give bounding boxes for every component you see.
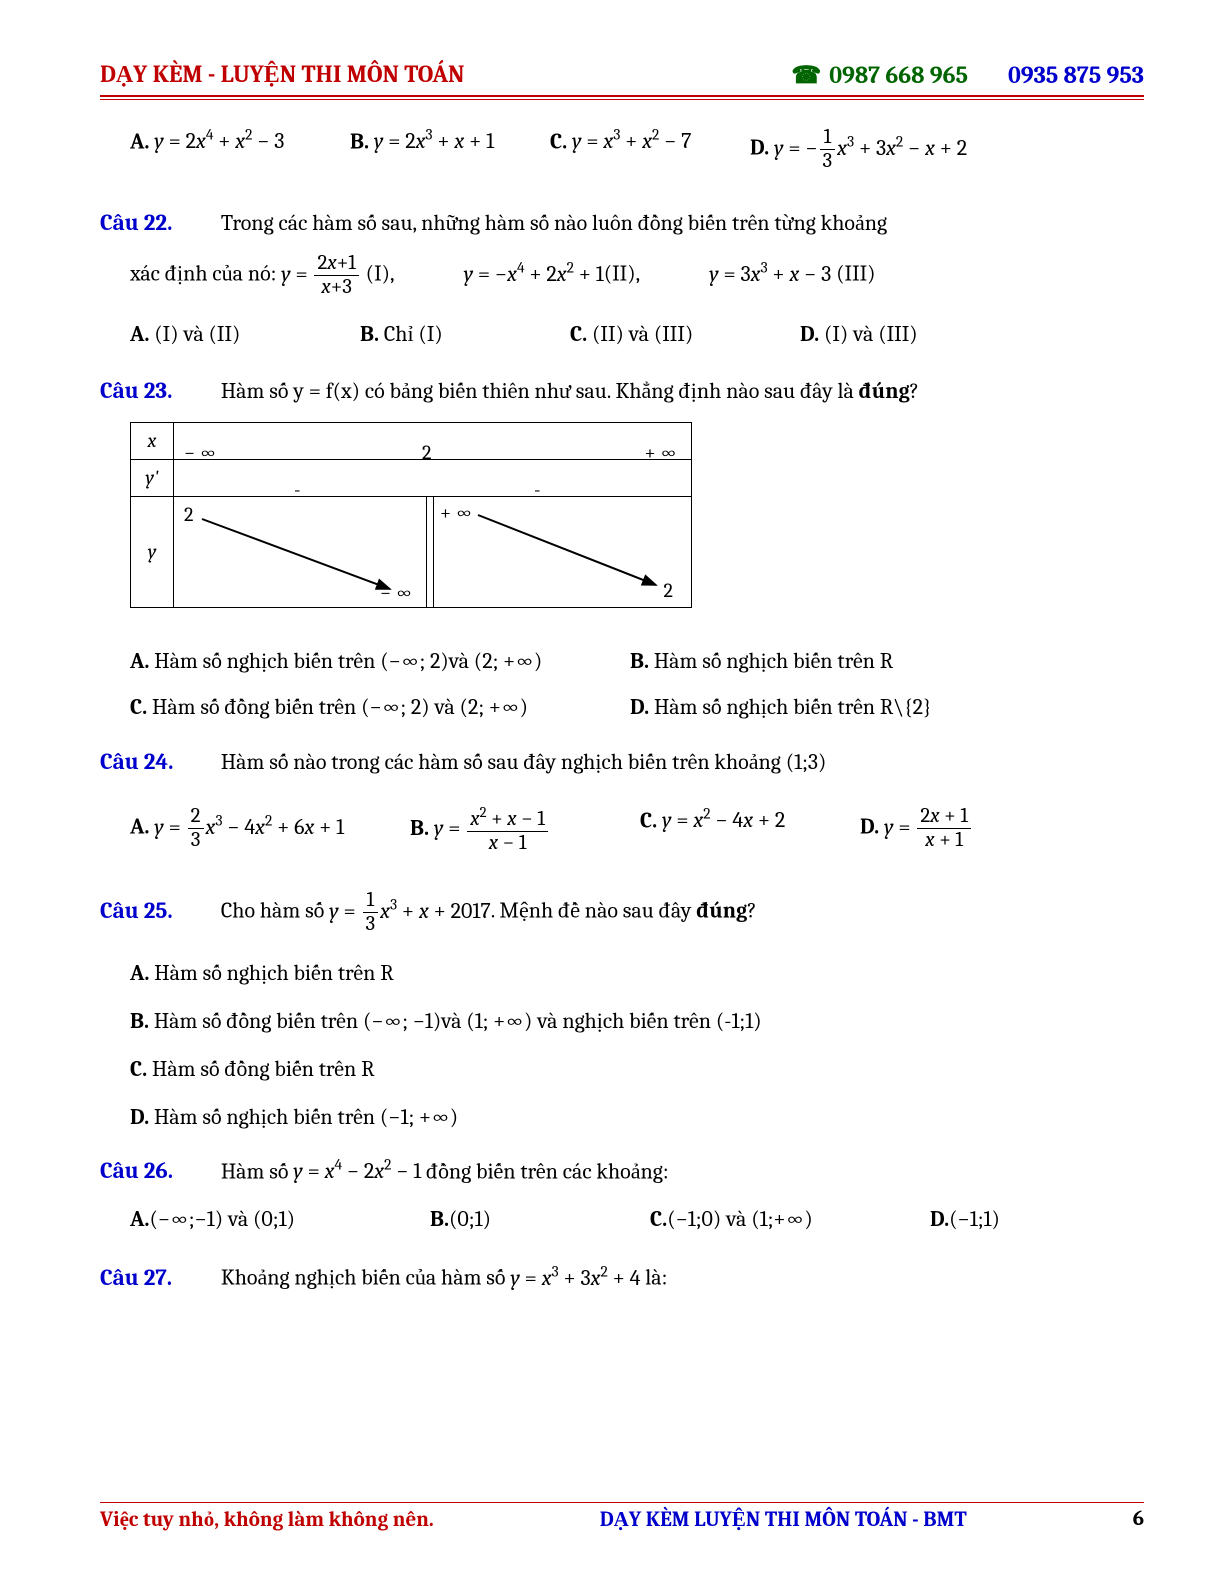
q24-choice-a: A. y = 23x3 − 4x2 + 6x + 1 [130,805,410,855]
question-27: Câu 27. Khoảng nghịch biến của hàm số y … [100,1262,1144,1290]
question-22: Câu 22. Trong các hàm số sau, những hàm … [100,209,1144,236]
q22-choices: A. (I) và (II) B. Chỉ (I) C. (II) và (II… [130,321,1144,347]
q26-choice-c: C.(−1;0) và (1;+∞) [650,1206,930,1232]
page-header: DẠY KÈM - LUYỆN THI MÔN TOÁN ☎ 0987 668 … [100,60,1144,97]
table-two: 2 [422,441,431,464]
q22-choice-a: A. (I) và (II) [130,321,360,347]
phone-icon: ☎ [791,61,821,89]
pre-choice-c: C. y = x3 + x2 − 7 [550,126,750,173]
q25-choice-a: A. Hàm số nghịch biến trên R [130,960,1144,986]
pre-question-choices: A. y = 2x4 + x2 − 3 B. y = 2x3 + x + 1 C… [130,126,1144,173]
header-title: DẠY KÈM - LUYỆN THI MÔN TOÁN [100,60,465,89]
q27-label: Câu 27. [100,1264,216,1291]
q25-label: Câu 25. [100,897,216,924]
table-yprime-header: y' [131,460,174,496]
variation-arrows [174,497,690,607]
q24-choices: A. y = 23x3 − 4x2 + 6x + 1 B. y = x2 + x… [130,805,1144,855]
header-rule [100,99,1144,100]
q24-choice-c: C. y = x2 − 4x + 2 [640,805,860,855]
q23-choices-row2: C. Hàm số đồng biến trên (−∞; 2) và (2; … [130,694,1144,720]
q22-choice-b: B. Chỉ (I) [360,321,570,347]
q26-choice-d: D.(−1;1) [930,1206,1000,1232]
q23-choice-d: D. Hàm số nghịch biến trên R\{2} [630,694,932,720]
footer-left: Việc tuy nhỏ, không làm không nên. [100,1507,434,1532]
q23-choice-a: A. Hàm số nghịch biến trên (−∞; 2)và (2;… [130,648,630,674]
pre-choice-d: D. y = −13x3 + 3x2 − x + 2 [750,126,967,173]
q22-choice-c: C. (II) và (III) [570,321,800,347]
question-26: Câu 26. Hàm số y = x4 − 2x2 − 1 đồng biế… [100,1156,1144,1184]
q26-choice-a: A.(−∞;−1) và (0;1) [130,1206,430,1232]
pre-choice-a: A. y = 2x4 + x2 − 3 [130,126,350,173]
q24-label: Câu 24. [100,748,216,775]
footer-page-number: 6 [1133,1507,1144,1532]
table-y-header: y [131,497,174,607]
q22-choice-d: D. (I) và (III) [800,321,918,347]
q23-choice-b: B. Hàm số nghịch biến trên R [630,648,893,674]
q23-choices-row1: A. Hàm số nghịch biến trên (−∞; 2)và (2;… [130,648,1144,674]
variation-table: x − ∞ 2 + ∞ y' - - y 2 [130,422,1144,608]
q25-choice-c: C. Hàm số đồng biến trên R [130,1056,1144,1082]
question-24: Câu 24. Hàm số nào trong các hàm số sau … [100,748,1144,775]
page-footer: Việc tuy nhỏ, không làm không nên. DẠY K… [100,1502,1144,1532]
q24-choice-d: D. y = 2x + 1x + 1 [860,805,973,855]
table-pos-inf: + ∞ [645,441,678,464]
q22-text: Trong các hàm số sau, những hàm số nào l… [221,210,887,236]
q23-choice-c: C. Hàm số đồng biến trên (−∞; 2) và (2; … [130,694,630,720]
q22-line2: xác định của nó: y = 2x+1x+3 (I), y = −x… [130,252,1144,299]
q26-choices: A.(−∞;−1) và (0;1) B.(0;1) C.(−1;0) và (… [130,1206,1144,1232]
phone-number-1: 0987 668 965 [829,61,968,89]
q22-label: Câu 22. [100,209,216,236]
table-x-header: x [131,423,174,459]
q26-label: Câu 26. [100,1157,216,1184]
phone-number-2: 0935 875 953 [1008,61,1144,89]
footer-center: DẠY KÈM LUYỆN THI MÔN TOÁN - BMT [434,1507,1133,1532]
pre-choice-b: B. y = 2x3 + x + 1 [350,126,550,173]
q23-label: Câu 23. [100,377,216,404]
table-neg-inf: − ∞ [184,441,217,464]
q25-choice-d: D. Hàm số nghịch biến trên (−1; +∞) [130,1104,1144,1130]
q24-choice-b: B. y = x2 + x − 1x − 1 [410,805,640,855]
question-25: Câu 25. Cho hàm số y = 13x3 + x + 2017. … [100,889,1144,936]
q26-choice-b: B.(0;1) [430,1206,650,1232]
question-23: Câu 23. Hàm số y = f(x) có bảng biến thi… [100,377,1144,404]
q25-choice-b: B. Hàm số đồng biến trên (−∞; −1)và (1; … [130,1008,1144,1034]
